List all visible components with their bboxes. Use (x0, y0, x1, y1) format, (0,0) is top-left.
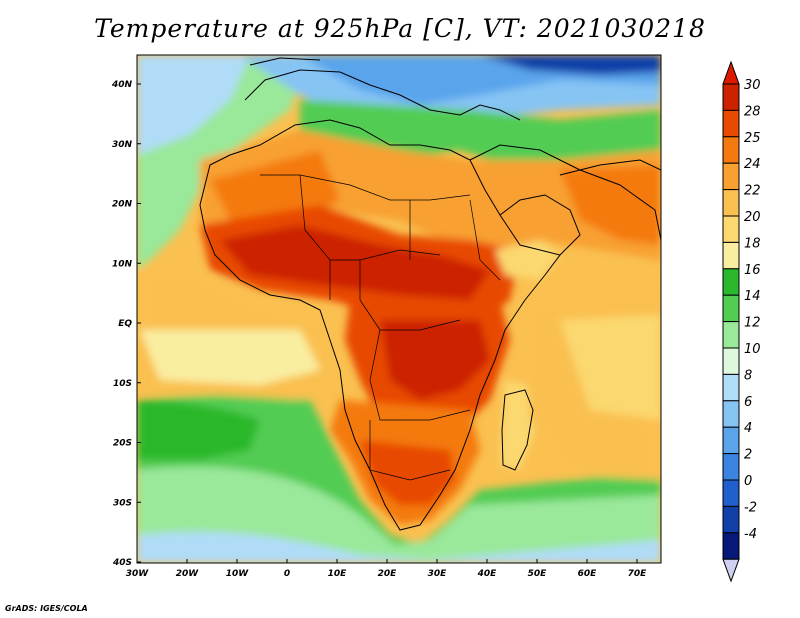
colorbar-label: -4 (744, 527, 757, 542)
colorbar-label: 0 (744, 474, 752, 489)
temperature-field (137, 55, 661, 563)
colorbar-label: 6 (744, 395, 752, 410)
colorbar-label: -2 (744, 500, 757, 515)
country-borders (260, 174, 501, 481)
colorbar-swatch (722, 215, 740, 243)
lon-tick-label: 70E (628, 569, 648, 579)
lat-tick-label: 30S (113, 498, 132, 508)
colorbar-label: 4 (744, 421, 752, 436)
lon-tick-label: 60E (578, 569, 598, 579)
colorbar-swatch (722, 453, 740, 481)
colorbar-swatch (722, 241, 740, 270)
lon-tick-label: 30W (126, 569, 150, 579)
lon-tick-label: 30E (428, 569, 448, 579)
lon-tick-label: 20W (176, 569, 200, 579)
colorbar-label: 10 (744, 342, 761, 357)
lon-tick-label: 20E (378, 569, 398, 579)
colorbar-swatch (722, 347, 740, 375)
colorbar-swatch (722, 373, 740, 402)
lat-tick-label: 20N (112, 200, 133, 210)
coastlines (199, 57, 661, 531)
lat-tick-label: 10N (112, 259, 133, 269)
colorbar-label: 25 (744, 131, 761, 146)
colorbar-label: 16 (744, 263, 761, 278)
longitude-axis: 30W 20W 10W 0 10E 20E 30E 40E 50E 60E 70E (126, 559, 647, 579)
colorbar-swatch (722, 294, 740, 323)
plot-frame (136, 54, 662, 564)
lat-tick-label: 30N (112, 140, 133, 150)
lat-tick-label: 20S (113, 439, 132, 449)
colorbar-label: 28 (744, 104, 761, 119)
lat-tick-label: EQ (118, 319, 132, 329)
colorbar-label: 2 (744, 448, 752, 463)
lat-tick-label: 10S (113, 379, 132, 389)
colorbar-swatch (722, 109, 740, 138)
colorbar-swatch (722, 162, 740, 191)
colorbar-swatch (722, 479, 740, 507)
colorbar-swatch (722, 136, 740, 164)
lon-tick-label: 10W (226, 569, 250, 579)
colorbar-swatch (722, 505, 740, 534)
lon-tick-label: 0 (284, 569, 290, 579)
colorbar-label: 8 (744, 368, 752, 383)
colorbar-label: 12 (744, 316, 761, 331)
lon-tick-label: 10E (328, 569, 348, 579)
colorbar-label: 20 (744, 210, 761, 225)
colorbar-swatch (722, 321, 740, 349)
credit-text: GrADS: IGES/COLA (5, 604, 88, 613)
colorbar-over-arrow (722, 60, 740, 85)
colorbar-swatch (722, 400, 740, 428)
colorbar-swatch (722, 189, 740, 217)
lat-tick-label: 40S (112, 558, 132, 568)
lon-tick-label: 40E (477, 569, 498, 579)
colorbar-swatch (722, 83, 740, 111)
colorbar-label: 24 (744, 157, 761, 172)
colorbar-label: 14 (744, 289, 761, 304)
lon-tick-label: 50E (528, 569, 548, 579)
colorbar-swatch (722, 268, 740, 296)
colorbar-label: 22 (744, 184, 761, 199)
lat-tick-label: 40N (111, 80, 133, 90)
colorbar-swatch (722, 426, 740, 455)
colorbar-label: 30 (744, 78, 761, 93)
colorbar-under-arrow (722, 558, 740, 583)
colorbar-swatch (722, 532, 740, 560)
map-title: Temperature at 925hPa [C], VT: 202103021… (94, 14, 706, 43)
latitude-axis: 40N 30N 20N 10N EQ 10S 20S 30S 40S (111, 80, 141, 568)
colorbar-label: 18 (744, 236, 761, 251)
